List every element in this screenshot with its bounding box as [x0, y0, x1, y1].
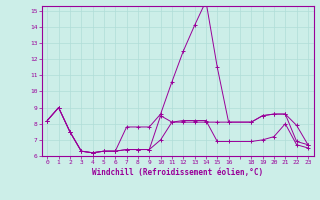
X-axis label: Windchill (Refroidissement éolien,°C): Windchill (Refroidissement éolien,°C) [92, 168, 263, 177]
